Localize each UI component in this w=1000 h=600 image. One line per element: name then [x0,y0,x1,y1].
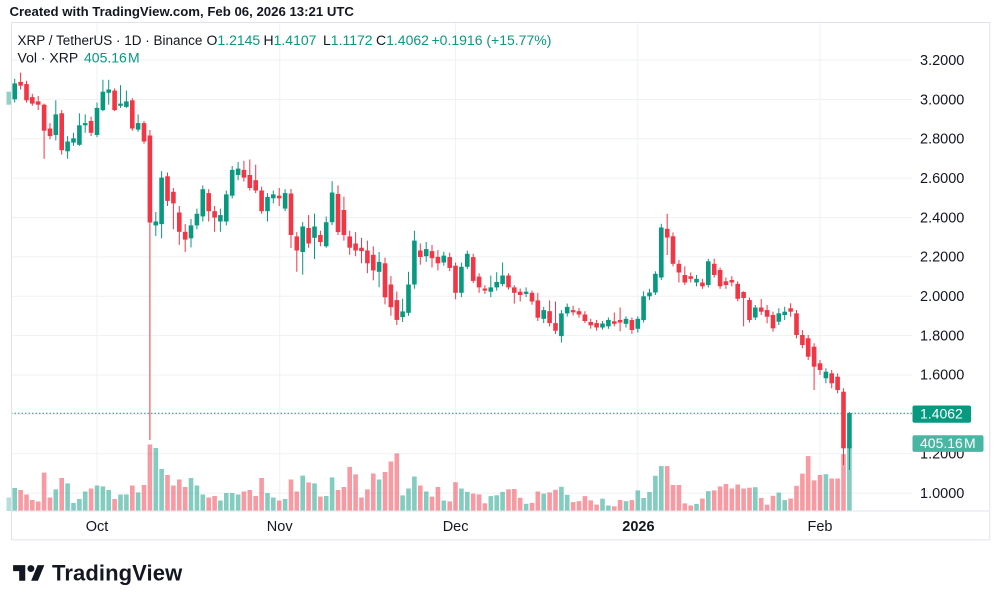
svg-text:1.0000: 1.0000 [920,486,964,502]
svg-text:Dec: Dec [443,519,469,535]
svg-text:C1.4062: C1.4062 [376,32,429,48]
svg-text:L1.1172: L1.1172 [323,32,373,48]
svg-text:H1.4107: H1.4107 [264,32,317,48]
svg-text:2.0000: 2.0000 [920,289,964,305]
svg-text:2.6000: 2.6000 [920,171,964,187]
svg-text:Feb: Feb [808,519,833,535]
svg-text:405.16 M: 405.16 M [84,50,140,66]
svg-text:TradingView: TradingView [52,561,183,586]
svg-text:405.16 M: 405.16 M [920,435,976,451]
svg-text:1.4062: 1.4062 [920,405,963,421]
svg-text:3.0000: 3.0000 [920,92,964,108]
svg-text:Nov: Nov [267,519,294,535]
svg-text:1.6000: 1.6000 [920,368,964,384]
svg-text:1.8000: 1.8000 [920,328,964,344]
svg-text:Oct: Oct [86,519,109,535]
svg-text:3.2000: 3.2000 [920,53,964,69]
svg-text:2.4000: 2.4000 [920,210,964,226]
svg-text:2026: 2026 [622,519,654,535]
svg-text:Vol · XRP: Vol · XRP [18,50,79,66]
svg-text:2.2000: 2.2000 [920,250,964,266]
svg-text:+0.1916 (+15.77%): +0.1916 (+15.77%) [432,32,552,48]
svg-text:XRP / TetherUS · 1D · Binance: XRP / TetherUS · 1D · Binance [18,33,203,48]
svg-text:Created with TradingView.com,: Created with TradingView.com, Feb 06, 20… [10,4,355,19]
svg-text:O1.2145: O1.2145 [207,32,261,48]
svg-text:2.8000: 2.8000 [920,132,964,148]
